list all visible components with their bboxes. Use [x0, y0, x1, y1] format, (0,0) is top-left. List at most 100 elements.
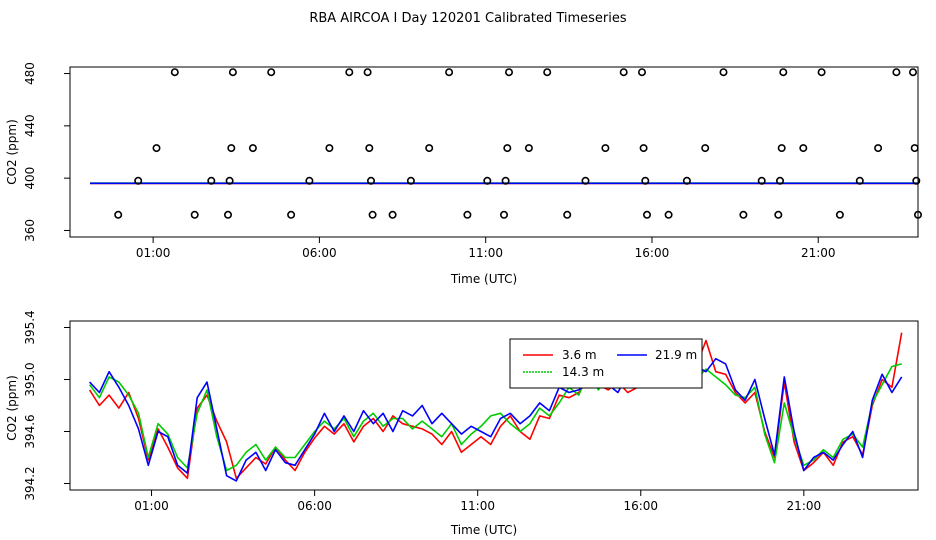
data-point — [463, 210, 472, 219]
data-point — [777, 144, 786, 153]
data-point — [639, 144, 648, 153]
data-point — [501, 176, 510, 185]
data-point — [207, 176, 216, 185]
data-point — [248, 144, 257, 153]
data-point — [774, 210, 783, 219]
top-y-tick-label: 360 — [23, 219, 37, 242]
data-point — [775, 176, 784, 185]
data-point — [779, 68, 788, 77]
chart-title: RBA AIRCOA I Day 120201 Calibrated Times… — [309, 11, 627, 26]
bottom-x-tick-label: 01:00 — [134, 499, 169, 513]
top-x-axis-label: Time (UTC) — [450, 272, 517, 286]
data-point — [228, 68, 237, 77]
data-point — [114, 210, 123, 219]
bottom-y-tick-label: 395.0 — [23, 362, 37, 396]
data-point — [445, 68, 454, 77]
data-point — [908, 68, 917, 77]
data-point — [134, 176, 143, 185]
data-point — [504, 68, 513, 77]
data-point — [664, 210, 673, 219]
data-point — [287, 210, 296, 219]
data-point — [543, 68, 552, 77]
top-x-axis: 01:00 06:00 11:00 16:00 21:00 — [136, 237, 836, 260]
top-y-tick-label: 400 — [23, 167, 37, 190]
bottom-plot-frame — [69, 320, 919, 491]
data-point — [912, 176, 921, 185]
data-point — [225, 176, 234, 185]
data-point — [581, 176, 590, 185]
legend-label-21-9m: 21.9 m — [655, 348, 697, 362]
bottom-y-tick-label: 394.6 — [23, 414, 37, 448]
top-plot-area — [90, 68, 922, 219]
legend-label-3-6m: 3.6 m — [562, 348, 597, 362]
legend: 3.6 m 14.3 m 21.9 m — [509, 338, 703, 389]
top-x-tick-label: 16:00 — [635, 246, 670, 260]
bottom-series-3-6-m — [88, 332, 903, 480]
data-point — [345, 68, 354, 77]
bottom-x-axis-label: Time (UTC) — [450, 523, 517, 537]
top-plot-frame — [69, 66, 919, 238]
data-point — [719, 68, 728, 77]
data-point — [170, 68, 179, 77]
data-point — [642, 210, 651, 219]
data-point — [365, 144, 374, 153]
data-point — [637, 68, 646, 77]
data-point — [817, 68, 826, 77]
data-point — [363, 68, 372, 77]
legend-box — [509, 338, 703, 389]
data-point — [366, 176, 375, 185]
bottom-x-tick-label: 21:00 — [787, 499, 822, 513]
data-point — [483, 176, 492, 185]
data-point — [325, 144, 334, 153]
data-point — [368, 210, 377, 219]
bottom-x-axis: 01:00 06:00 11:00 16:00 21:00 — [134, 490, 821, 513]
bottom-x-tick-label: 06:00 — [297, 499, 332, 513]
bottom-y-axis-label: CO2 (ppm) — [5, 375, 19, 441]
bottom-y-axis: 394.2 394.6 395.0 395.4 — [23, 310, 70, 501]
top-y-tick-label: 480 — [23, 62, 37, 85]
bottom-x-tick-label: 11:00 — [460, 499, 495, 513]
data-point — [619, 68, 628, 77]
data-point — [227, 144, 236, 153]
bottom-series-21-9-m — [89, 355, 903, 482]
data-point — [305, 176, 314, 185]
data-point — [757, 176, 766, 185]
data-point — [524, 144, 533, 153]
top-y-axis: 360 400 440 480 — [23, 62, 70, 242]
data-point — [682, 176, 691, 185]
top-y-tick-label: 440 — [23, 114, 37, 137]
top-x-tick-label: 11:00 — [468, 246, 503, 260]
bottom-y-tick-label: 395.4 — [23, 310, 37, 344]
top-panel: 01:00 06:00 11:00 16:00 21:00 360 400 440 480 T… — [5, 62, 922, 286]
data-point — [874, 144, 883, 153]
data-point — [563, 210, 572, 219]
data-point — [267, 68, 276, 77]
data-point — [388, 210, 397, 219]
data-point — [152, 144, 161, 153]
data-point — [425, 144, 434, 153]
data-point — [503, 144, 512, 153]
bottom-x-tick-label: 16:00 — [623, 499, 658, 513]
data-point — [701, 144, 710, 153]
data-point — [190, 210, 199, 219]
data-point — [855, 176, 864, 185]
data-point — [224, 210, 233, 219]
data-point — [406, 176, 415, 185]
legend-label-14-3m: 14.3 m — [562, 365, 604, 379]
top-y-axis-label: CO2 (ppm) — [5, 119, 19, 185]
data-point — [601, 144, 610, 153]
top-x-tick-label: 06:00 — [302, 246, 337, 260]
data-point — [892, 68, 901, 77]
data-point — [835, 210, 844, 219]
data-point — [799, 144, 808, 153]
data-point — [910, 144, 919, 153]
top-x-tick-label: 01:00 — [136, 246, 171, 260]
bottom-y-tick-label: 394.2 — [23, 466, 37, 500]
data-point — [499, 210, 508, 219]
top-x-tick-label: 21:00 — [801, 246, 836, 260]
data-point — [641, 176, 650, 185]
bottom-panel: 01:00 06:00 11:00 16:00 21:00 394.2 394.6 395.… — [5, 310, 919, 537]
bottom-plot-area — [88, 332, 903, 482]
data-point — [739, 210, 748, 219]
